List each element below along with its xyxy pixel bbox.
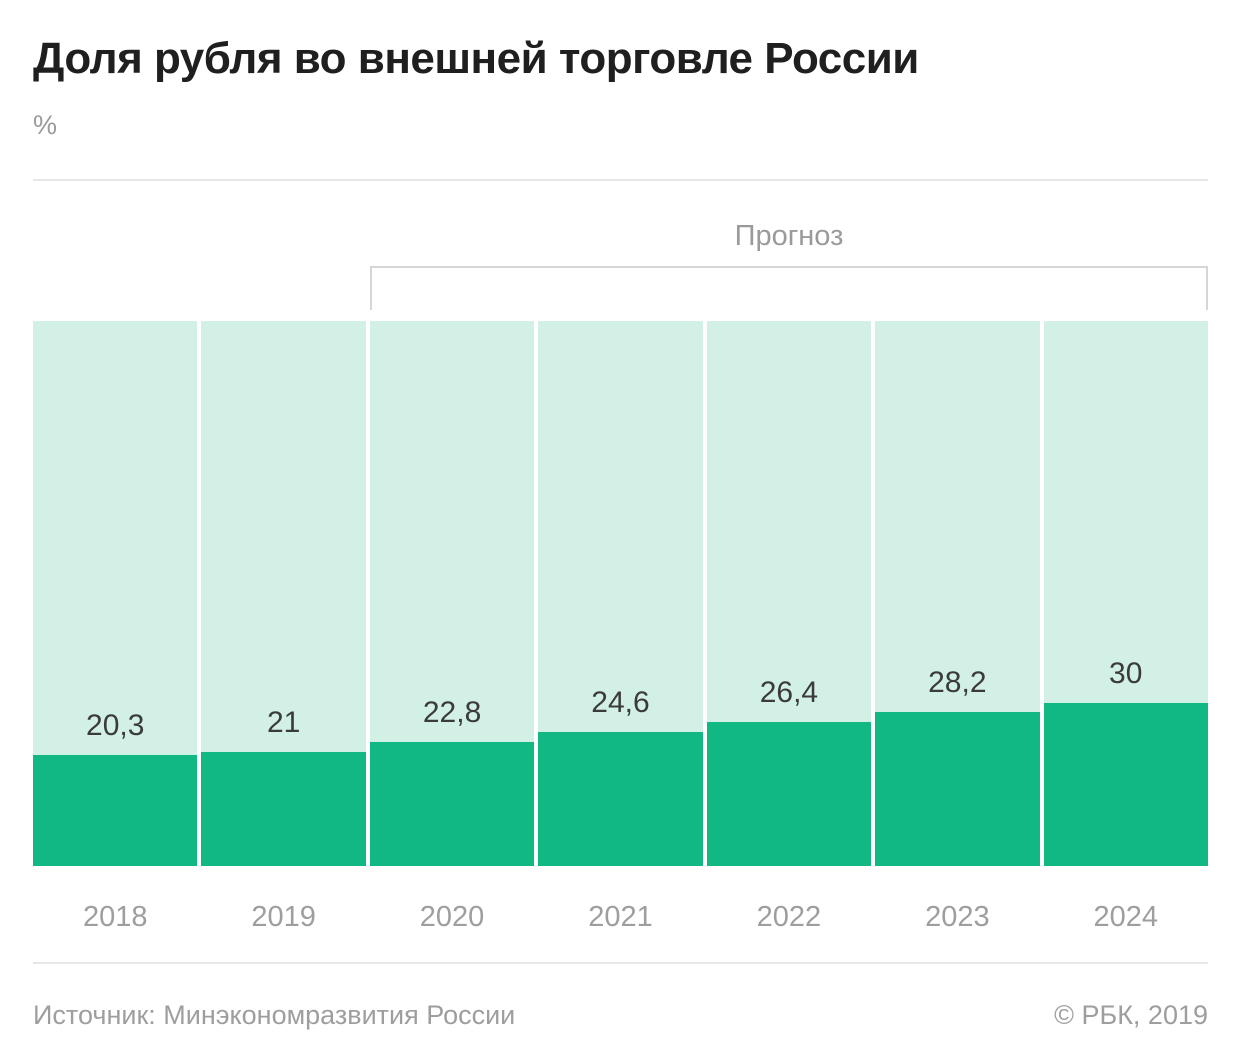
y-axis-unit-label: % <box>33 110 58 140</box>
bar-fill <box>706 722 872 866</box>
copyright-credit: © РБК, 2019 <box>1054 1000 1208 1030</box>
bar-track: 26,4 <box>706 321 872 866</box>
bar-value-label: 22,8 <box>422 695 482 729</box>
bar-value-label: 28,2 <box>928 666 987 700</box>
bar-fill <box>1043 702 1208 866</box>
bottom-divider <box>33 962 1208 964</box>
x-axis-tick: 2020 <box>419 901 485 933</box>
x-axis-tick: 2018 <box>82 901 148 933</box>
top-divider <box>33 179 1208 181</box>
bar-track: 24,6 <box>538 321 703 866</box>
bar-track: 22,8 <box>369 321 535 866</box>
bar-value-label: 21 <box>266 705 301 739</box>
bar-value-label: 30 <box>1109 656 1143 690</box>
bar-value-label: 24,6 <box>591 685 650 719</box>
x-axis-tick: 2023 <box>925 901 990 933</box>
x-axis-tick: 2024 <box>1093 901 1158 933</box>
bar-fill <box>201 751 366 866</box>
bar-value-label: 20,3 <box>86 709 145 743</box>
bar-value-label: 26,4 <box>759 676 819 710</box>
bars: 20,3 21 22,8 24,6 26,4 28,2 30 <box>33 321 1208 866</box>
x-axis-tick: 2019 <box>251 901 316 933</box>
bar-track: 30 <box>1043 321 1208 866</box>
x-axis-tick: 2022 <box>756 901 822 933</box>
bar-fill <box>875 712 1040 866</box>
source-credit: Источник: Минэкономразвития России <box>33 1000 516 1030</box>
bar-fill <box>369 741 535 866</box>
forecast-bracket <box>370 266 1208 310</box>
forecast-label: Прогноз <box>734 220 844 252</box>
bar-track: 20,3 <box>33 321 198 866</box>
x-axis: 2018 2019 2020 2021 2022 2023 2024 <box>33 901 1208 934</box>
bar-track: 28,2 <box>875 321 1040 866</box>
page-title: Доля рубля во внешней торговле России <box>33 34 919 83</box>
bar-fill <box>538 731 703 866</box>
x-axis-tick: 2021 <box>588 901 653 933</box>
bar-fill <box>33 755 198 866</box>
bar-track: 21 <box>201 321 366 866</box>
